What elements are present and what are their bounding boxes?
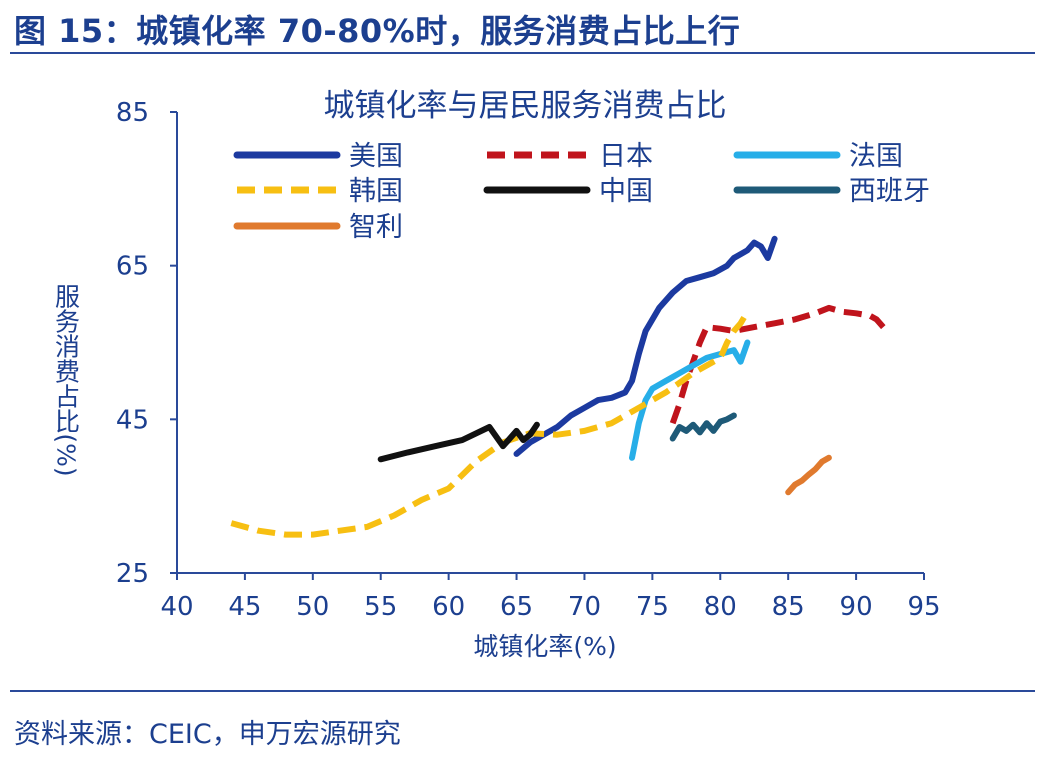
y-axis-label: 服务消费占比(%) — [52, 283, 81, 476]
x-tick-label: 85 — [772, 592, 805, 622]
y-tick-label: 85 — [116, 98, 149, 128]
series-line-6 — [785, 454, 832, 496]
x-tick-label: 65 — [500, 592, 533, 622]
x-tick-label: 90 — [840, 592, 873, 622]
x-tick-label: 70 — [568, 592, 601, 622]
x-tick-label: 80 — [704, 592, 737, 622]
x-tick-label: 95 — [907, 592, 940, 622]
chart-title: 城镇化率与居民服务消费占比 — [324, 88, 727, 124]
y-tick-label: 45 — [116, 405, 149, 435]
x-axis-label: 城镇化率(%) — [473, 632, 616, 661]
x-tick-label: 45 — [228, 592, 261, 622]
legend-label-2: 法国 — [849, 141, 903, 172]
x-tick-label: 60 — [432, 592, 465, 622]
series-line-0 — [513, 235, 778, 457]
footer-divider — [10, 690, 1035, 692]
series-line-5 — [669, 412, 737, 442]
legend-label-6: 智利 — [349, 212, 403, 243]
legend-label-4: 中国 — [599, 176, 653, 207]
legend-label-5: 西班牙 — [849, 176, 930, 207]
axes: 40 45 50 55 60 65 70 75 80 85 90 95 25 45 65 85 — [116, 98, 941, 622]
x-tick-label: 75 — [636, 592, 669, 622]
series-line-3 — [230, 310, 750, 538]
y-tick-label: 25 — [116, 559, 149, 589]
x-tick-label: 55 — [364, 592, 397, 622]
series-layer — [230, 235, 886, 538]
x-tick-label: 40 — [160, 592, 193, 622]
figure-title: 图 15：城镇化率 70-80%时，服务消费占比上行 — [14, 12, 741, 50]
legend-label-3: 韩国 — [349, 176, 403, 207]
x-tick-label: 50 — [296, 592, 329, 622]
legend-label-0: 美国 — [349, 141, 403, 172]
chart: 城镇化率与居民服务消费占比 40 45 50 55 60 65 70 75 80 85 90 95 25… — [52, 88, 941, 661]
y-tick-label: 65 — [116, 252, 149, 282]
title-divider — [10, 52, 1035, 54]
series-line-2 — [629, 339, 751, 461]
source-note: 资料来源：CEIC，申万宏源研究 — [14, 719, 401, 750]
series-line-4 — [377, 421, 540, 463]
legend-label-1: 日本 — [599, 141, 653, 172]
